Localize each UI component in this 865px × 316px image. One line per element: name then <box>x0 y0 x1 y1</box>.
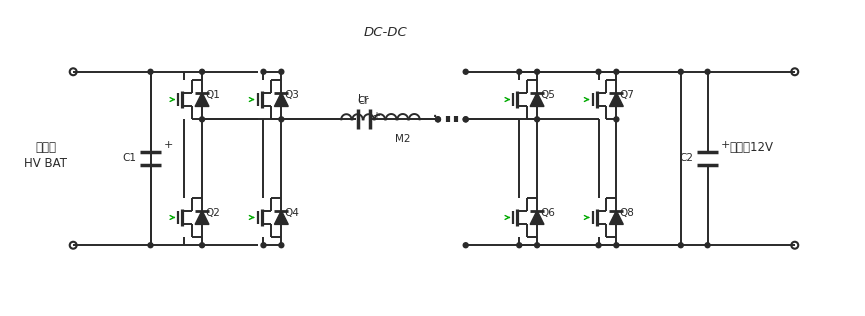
Polygon shape <box>274 93 288 106</box>
Text: Q1: Q1 <box>205 89 220 100</box>
Text: C2: C2 <box>680 154 694 163</box>
Text: Lr: Lr <box>357 94 368 105</box>
Text: C1: C1 <box>123 154 137 163</box>
Circle shape <box>261 243 266 248</box>
Text: HV BAT: HV BAT <box>24 157 67 170</box>
Text: M2: M2 <box>394 134 410 144</box>
Text: Q7: Q7 <box>619 89 634 100</box>
Circle shape <box>678 69 683 74</box>
Polygon shape <box>610 93 624 106</box>
Circle shape <box>516 69 522 74</box>
Circle shape <box>535 243 540 248</box>
Text: 输出：12V: 输出：12V <box>729 141 773 154</box>
Text: Q2: Q2 <box>205 208 220 217</box>
Circle shape <box>464 117 468 122</box>
Text: DC-DC: DC-DC <box>363 26 407 39</box>
Text: Q5: Q5 <box>540 89 555 100</box>
Text: Q3: Q3 <box>285 89 299 100</box>
Circle shape <box>464 243 468 248</box>
Circle shape <box>614 243 618 248</box>
Circle shape <box>614 117 618 122</box>
Polygon shape <box>530 93 544 106</box>
Text: ·: · <box>432 108 438 127</box>
Circle shape <box>596 243 601 248</box>
Text: Q6: Q6 <box>540 208 555 217</box>
Circle shape <box>614 69 618 74</box>
Circle shape <box>435 117 440 122</box>
Circle shape <box>200 243 204 248</box>
Text: 输入：: 输入： <box>35 141 56 154</box>
Circle shape <box>535 117 540 122</box>
Polygon shape <box>610 210 624 224</box>
Circle shape <box>279 243 284 248</box>
Circle shape <box>464 69 468 74</box>
Circle shape <box>261 69 266 74</box>
Circle shape <box>535 69 540 74</box>
Circle shape <box>148 243 153 248</box>
Text: Q4: Q4 <box>285 208 299 217</box>
Circle shape <box>200 117 204 122</box>
Text: +: + <box>163 140 173 149</box>
Text: Q8: Q8 <box>619 208 634 217</box>
Circle shape <box>596 69 601 74</box>
Polygon shape <box>195 210 209 224</box>
Text: +: + <box>721 140 730 149</box>
Circle shape <box>200 69 204 74</box>
Circle shape <box>705 243 710 248</box>
Polygon shape <box>530 210 544 224</box>
Polygon shape <box>274 210 288 224</box>
Circle shape <box>279 117 284 122</box>
Text: Cr: Cr <box>358 96 369 106</box>
Polygon shape <box>195 93 209 106</box>
Circle shape <box>464 117 468 122</box>
Circle shape <box>516 243 522 248</box>
Circle shape <box>435 117 440 122</box>
Circle shape <box>678 243 683 248</box>
Text: +: + <box>372 111 380 121</box>
Circle shape <box>705 69 710 74</box>
Circle shape <box>148 69 153 74</box>
Circle shape <box>279 69 284 74</box>
